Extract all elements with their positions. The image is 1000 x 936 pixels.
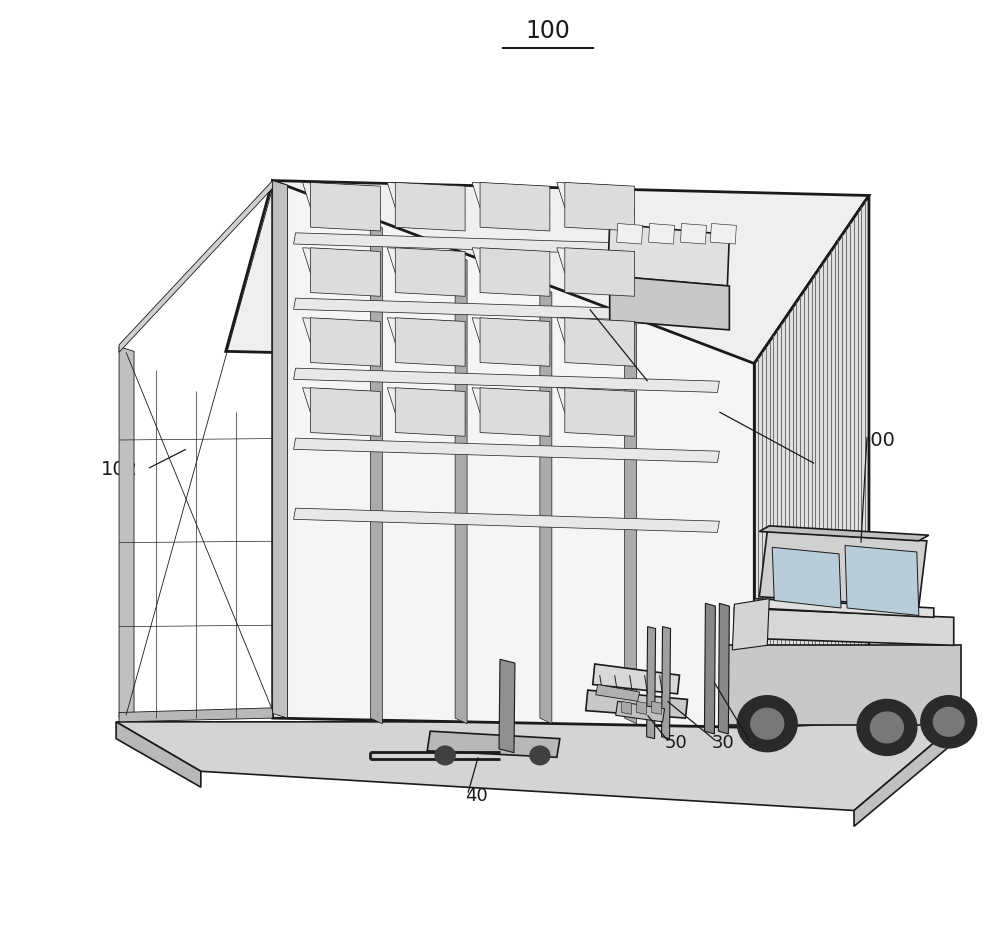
Polygon shape (759, 532, 927, 607)
Polygon shape (593, 664, 680, 694)
Polygon shape (395, 183, 465, 231)
Polygon shape (680, 224, 706, 244)
Polygon shape (710, 224, 736, 244)
Polygon shape (395, 317, 465, 366)
Circle shape (435, 746, 455, 765)
Polygon shape (119, 708, 273, 722)
Text: 10: 10 (645, 374, 670, 393)
Polygon shape (387, 388, 465, 417)
Polygon shape (480, 388, 550, 436)
Polygon shape (540, 286, 552, 724)
Polygon shape (557, 317, 635, 346)
Polygon shape (596, 684, 640, 701)
Polygon shape (565, 183, 635, 231)
Polygon shape (586, 690, 687, 718)
Text: 50: 50 (664, 735, 687, 753)
Polygon shape (427, 731, 560, 757)
Polygon shape (622, 701, 632, 714)
Circle shape (857, 699, 917, 755)
Polygon shape (557, 183, 635, 212)
Polygon shape (647, 626, 656, 739)
Polygon shape (565, 248, 635, 297)
Polygon shape (480, 183, 550, 231)
Polygon shape (303, 183, 380, 212)
Polygon shape (734, 608, 954, 645)
Polygon shape (294, 508, 719, 533)
Circle shape (933, 708, 964, 737)
Polygon shape (311, 388, 380, 436)
Polygon shape (387, 248, 465, 277)
Polygon shape (119, 346, 134, 722)
Polygon shape (845, 546, 919, 616)
Polygon shape (294, 233, 719, 257)
Polygon shape (608, 224, 729, 286)
Polygon shape (273, 181, 288, 718)
Polygon shape (704, 604, 715, 734)
Polygon shape (311, 183, 380, 231)
Polygon shape (754, 599, 934, 618)
Text: 101: 101 (709, 405, 746, 424)
Circle shape (751, 709, 784, 739)
Polygon shape (311, 317, 380, 366)
Polygon shape (854, 722, 959, 826)
Polygon shape (116, 722, 959, 811)
Polygon shape (395, 248, 465, 297)
Polygon shape (557, 248, 635, 277)
Polygon shape (499, 659, 515, 753)
Polygon shape (724, 645, 961, 724)
Circle shape (921, 695, 977, 748)
Polygon shape (294, 299, 719, 322)
Text: 100: 100 (525, 20, 570, 43)
Text: 30: 30 (712, 735, 735, 753)
Polygon shape (294, 438, 719, 462)
Polygon shape (273, 181, 754, 727)
Polygon shape (226, 181, 869, 363)
Polygon shape (652, 701, 662, 714)
Polygon shape (565, 317, 635, 366)
Polygon shape (116, 722, 201, 787)
Polygon shape (610, 276, 729, 329)
Polygon shape (480, 248, 550, 297)
Polygon shape (625, 319, 637, 724)
Polygon shape (480, 317, 550, 366)
Text: 20: 20 (748, 735, 771, 753)
Polygon shape (662, 626, 671, 739)
Polygon shape (637, 701, 647, 714)
Polygon shape (732, 599, 769, 650)
Polygon shape (557, 388, 635, 417)
Polygon shape (311, 248, 380, 297)
Text: 40: 40 (465, 787, 487, 806)
Polygon shape (565, 388, 635, 436)
Text: 200: 200 (859, 431, 895, 449)
Polygon shape (472, 248, 550, 277)
Circle shape (737, 695, 797, 752)
Polygon shape (303, 317, 380, 346)
Polygon shape (772, 548, 841, 608)
Polygon shape (294, 368, 719, 392)
Polygon shape (455, 255, 467, 724)
Circle shape (530, 746, 550, 765)
Polygon shape (303, 388, 380, 417)
Polygon shape (617, 224, 643, 244)
Polygon shape (472, 388, 550, 417)
Polygon shape (759, 526, 929, 541)
Polygon shape (119, 181, 273, 352)
Circle shape (870, 712, 903, 743)
Polygon shape (303, 248, 380, 277)
Polygon shape (649, 224, 675, 244)
Polygon shape (387, 317, 465, 346)
Polygon shape (616, 701, 665, 722)
Polygon shape (472, 317, 550, 346)
Text: 102: 102 (101, 461, 138, 479)
Polygon shape (395, 388, 465, 436)
Polygon shape (472, 183, 550, 212)
Polygon shape (370, 223, 382, 724)
Polygon shape (718, 604, 729, 734)
Polygon shape (387, 183, 465, 212)
Polygon shape (754, 196, 869, 727)
